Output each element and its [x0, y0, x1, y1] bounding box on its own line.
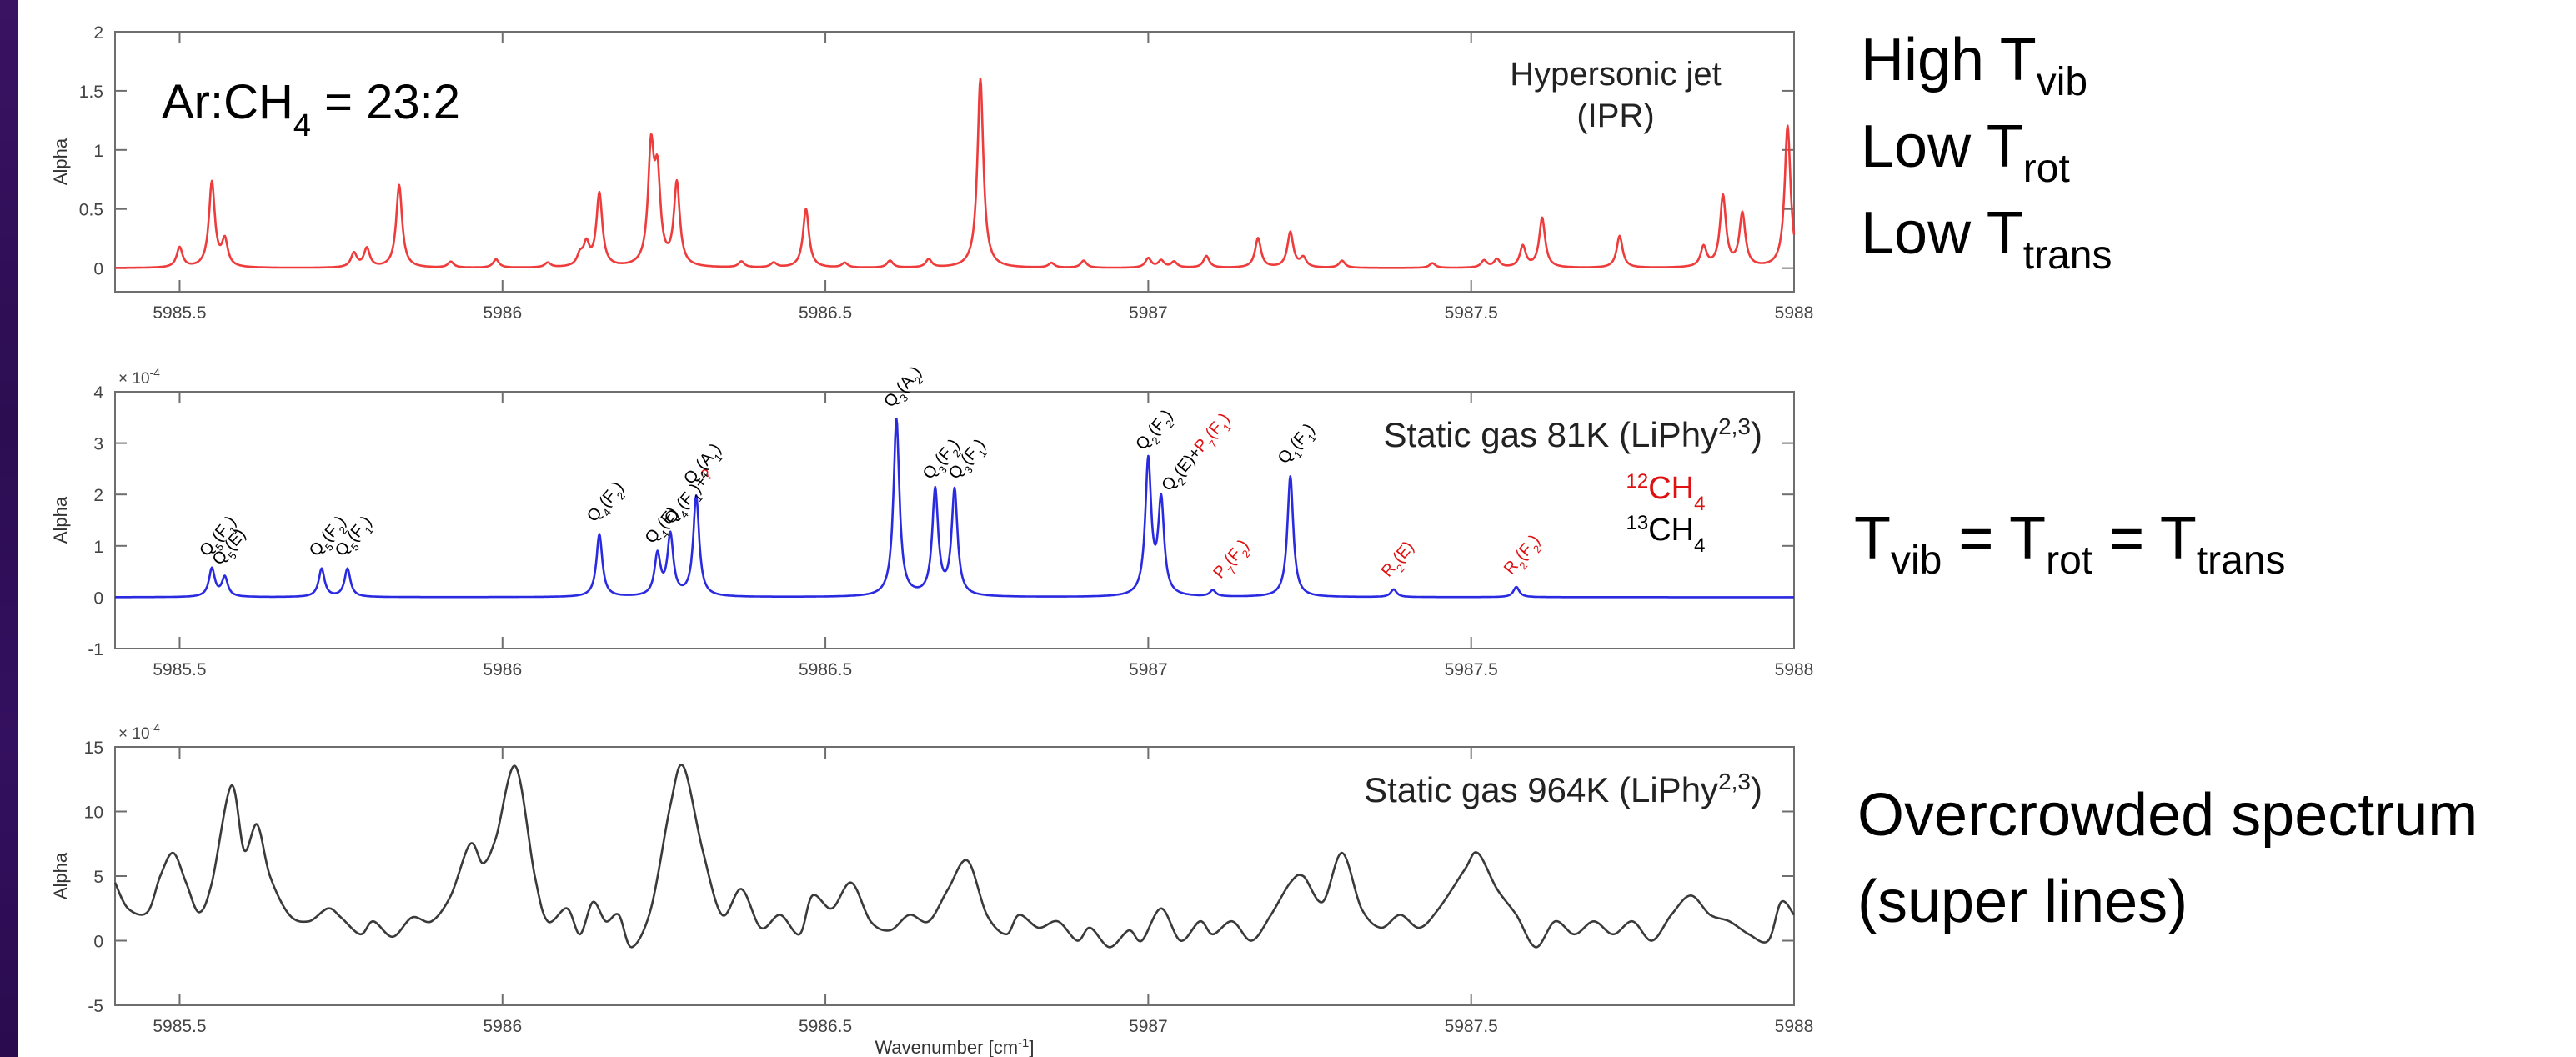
y-tick-label: -5 — [88, 997, 103, 1016]
y-axis-label: Alpha — [50, 138, 71, 185]
x-tick-label: 5985.5 — [153, 1017, 206, 1036]
x-axis-label: Wavenumber [cm-1] — [875, 1036, 1034, 1057]
y-tick-label: 4 — [93, 383, 103, 403]
plot-frame — [114, 391, 1795, 649]
y-tick-label: 1.5 — [79, 83, 103, 102]
y-tick-label: 0 — [93, 260, 103, 279]
y-tick-label: 0 — [93, 933, 103, 952]
x-tick-label: 5986 — [483, 303, 522, 323]
panel-annotation: Static gas 81K (LiPhy2,3) — [1384, 413, 1762, 455]
y-exponent-label: × 10-4 — [118, 366, 160, 388]
x-tick-label: 5986.5 — [799, 303, 852, 323]
y-tick-label: -1 — [88, 640, 103, 659]
y-tick-label: 0 — [93, 589, 103, 608]
x-tick-label: 5988 — [1775, 660, 1814, 679]
y-tick-label: 2 — [93, 486, 103, 505]
isotopologue-legend-entry: 12CH4 — [1626, 470, 1706, 515]
chart-panel-3: -5 0 5 10 15 5985.5 5986 5986.5 5987 5987.5 5988 Al… — [50, 721, 1813, 1057]
x-tick-label: 5987 — [1129, 660, 1168, 679]
left-purple-edge — [0, 0, 18, 1057]
y-tick-label: 2 — [93, 23, 103, 43]
note-low-trot: Low Trot — [1861, 113, 2070, 191]
x-tick-label: 5987.5 — [1445, 303, 1498, 323]
chart-panel-2: -1 0 1 2 3 4 5985.5 5986 5986.5 5987 5987.5 5988 Alp… — [50, 363, 1813, 679]
peak-label: Q2(E)+P7(F1) — [1158, 410, 1237, 498]
mixture-ratio-label: Ar:CH4 = 23:2 — [162, 75, 460, 143]
panel-annotation-line: (IPR) — [1576, 98, 1654, 134]
y-tick-label: 1 — [93, 142, 103, 161]
y-tick-label: 1 — [93, 538, 103, 557]
plot-frame — [114, 31, 1795, 293]
isotopologue-legend-entry: 13CH4 — [1626, 512, 1706, 557]
chart-panel-1: 0 0.5 1 1.5 2 5985.5 5986 5986.5 5987 5987.5 5988 A… — [50, 23, 1813, 323]
note-low-ttrans: Low Ttrans — [1861, 200, 2112, 278]
panel3-notes: Overcrowded spectrum (super lines) — [1857, 772, 2478, 945]
spectrum-line — [114, 78, 1796, 269]
y-axis-label: Alpha — [50, 852, 71, 899]
x-tick-label: 5986.5 — [799, 1017, 852, 1036]
x-tick-label: 5985.5 — [153, 660, 206, 679]
panel-annotation: Static gas 964K (LiPhy2,3) — [1364, 769, 1762, 810]
x-tick-label: 5986 — [483, 1017, 522, 1036]
x-tick-label: 5987.5 — [1445, 660, 1498, 679]
note-super-lines: (super lines) — [1857, 869, 2188, 935]
x-tick-label: 5987 — [1129, 1017, 1168, 1036]
note-overcrowded: Overcrowded spectrum — [1857, 782, 2478, 849]
y-tick-label: 10 — [84, 804, 103, 823]
spectra-figure: 0 0.5 1 1.5 2 5985.5 5986 5986.5 5987 5987.5 5988 A… — [50, 23, 1813, 1057]
x-tick-label: 5985.5 — [153, 303, 206, 323]
x-tick-label: 5988 — [1775, 303, 1814, 323]
x-tick-label: 5988 — [1775, 1017, 1814, 1036]
y-tick-label: 0.5 — [79, 201, 103, 220]
x-tick-label: 5987 — [1129, 303, 1168, 323]
y-exponent-label: × 10-4 — [118, 721, 160, 743]
spectrum-line — [113, 764, 1796, 949]
panel2-notes: Tvib = Trot = Ttrans — [1854, 495, 2286, 582]
x-tick-label: 5987.5 — [1445, 1017, 1498, 1036]
note-high-tvib: High Tvib — [1861, 27, 2088, 104]
spectrum-line — [114, 417, 1795, 599]
note-temperature-equality: Tvib = Trot = Ttrans — [1854, 505, 2286, 583]
x-tick-label: 5986.5 — [799, 660, 852, 679]
y-tick-label: 3 — [93, 435, 103, 454]
y-tick-label: 15 — [84, 739, 103, 758]
x-tick-label: 5986 — [483, 660, 522, 679]
y-tick-label: 5 — [93, 868, 103, 887]
panel1-notes: High Tvib Low Trot Low Ttrans — [1861, 17, 2112, 277]
panel-annotation-line: Hypersonic jet — [1510, 56, 1721, 93]
y-axis-label: Alpha — [50, 496, 71, 544]
